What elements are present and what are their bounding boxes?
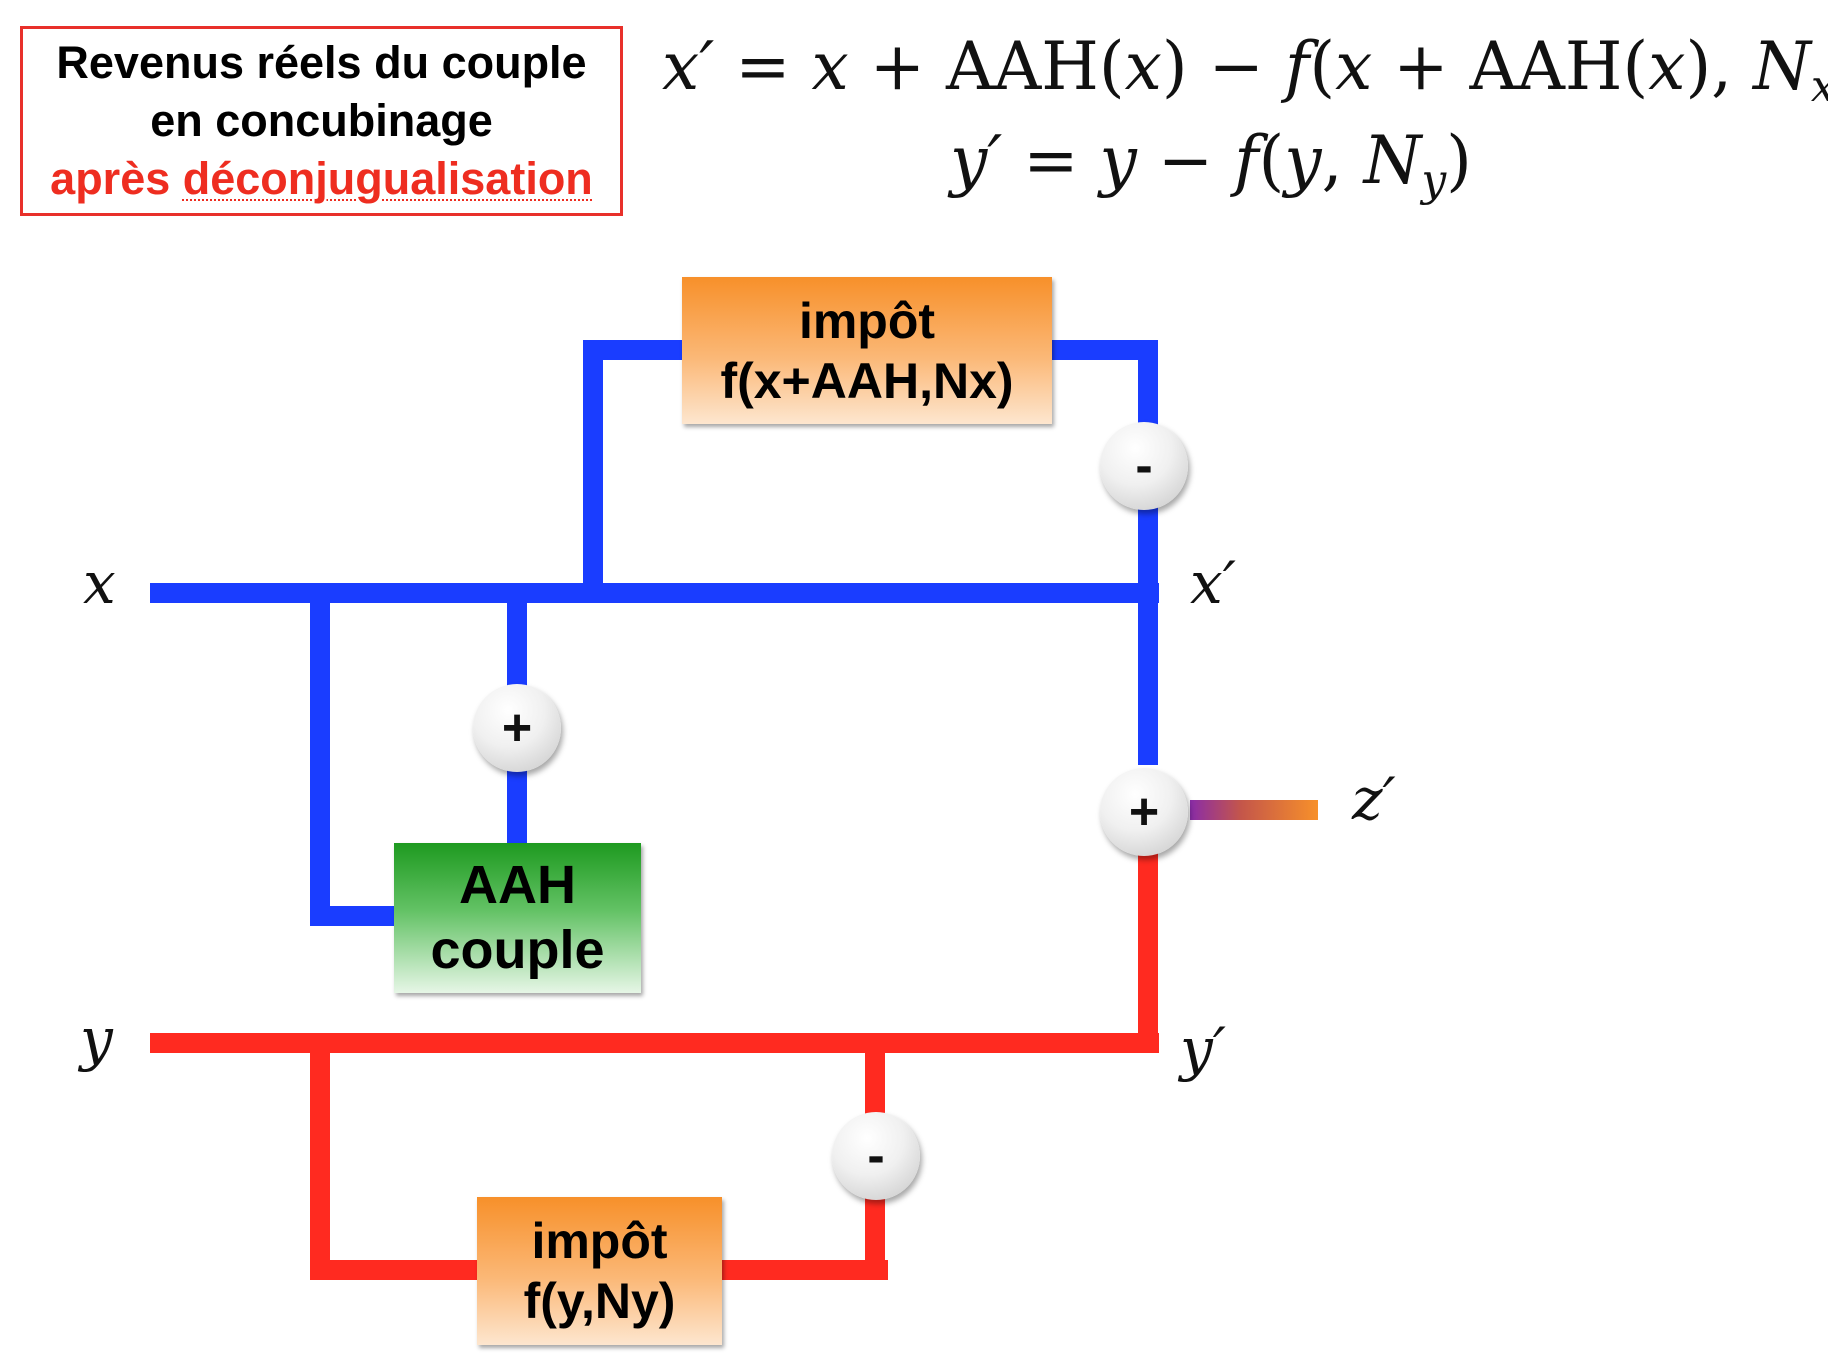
x-right-vertical-wire <box>1138 340 1158 765</box>
y-impot-down-wire <box>310 1043 330 1280</box>
y-prime-label: y′ <box>1180 1015 1226 1083</box>
formula-op: + AAH( <box>1372 28 1649 105</box>
x-main-wire <box>150 583 1159 603</box>
x-aah-in-wire <box>310 906 400 926</box>
title-line-1: Revenus réels du couple <box>56 37 587 88</box>
formula-subscript: x <box>1811 61 1828 112</box>
formula-eq: = <box>714 28 812 105</box>
impot-x-formula: f(x+AAH,Nx) <box>720 352 1014 409</box>
y-label: y <box>80 1005 113 1073</box>
formula-var: x <box>811 28 849 105</box>
formula-var: N <box>1363 122 1422 199</box>
x-impot-in-wire <box>583 340 693 360</box>
formula-var: x <box>1124 28 1162 105</box>
formula-var: y <box>1284 122 1322 199</box>
aah-subtitle: couple <box>430 920 605 980</box>
z-prime-label: z′ <box>1352 765 1396 833</box>
plus-z-node: + <box>1100 768 1188 856</box>
formula-var: x <box>1648 28 1686 105</box>
formula-y-prime-lhs: y′ <box>950 122 1003 199</box>
formula-eq: = <box>1002 122 1100 199</box>
impot-x-title: impôt <box>798 292 936 349</box>
formula-var: N <box>1753 28 1811 105</box>
y-impot-in-wire <box>310 1260 490 1280</box>
formula-paren: ( <box>1309 28 1336 105</box>
impot-y-formula: f(y,Ny) <box>523 1273 676 1329</box>
title-line-3-word: déconjugualisation <box>182 153 593 204</box>
x-prime-label: x′ <box>1190 549 1236 617</box>
formula-x-prime: x′ = x + AAH(x) − f(x + AAH(x), Nx) <box>662 34 1828 109</box>
formula-subscript: y <box>1421 155 1447 206</box>
plus-aah-node: + <box>473 684 561 772</box>
formula-op: , <box>1321 122 1364 199</box>
formula-paren: ( <box>1258 122 1285 199</box>
impot-y-title: impôt <box>531 1213 668 1269</box>
title-line-3-prefix: après <box>50 153 183 204</box>
minus-x-node: - <box>1100 422 1188 510</box>
aah-couple-block: AAH couple <box>394 843 641 993</box>
title-box: Revenus réels du couple en concubinage a… <box>20 26 623 216</box>
formula-op: ) − <box>1161 28 1285 105</box>
title-line-3: après déconjugualisation <box>50 150 593 208</box>
minus-y-node: - <box>832 1112 920 1200</box>
x-aah-down-wire <box>310 593 330 926</box>
x-impot-up-wire <box>583 340 603 593</box>
formula-func: f <box>1284 28 1310 105</box>
impot-x-block: impôt f(x+AAH,Nx) <box>682 277 1052 424</box>
x-label: x <box>83 549 116 617</box>
y-main-wire <box>150 1033 1159 1053</box>
z-output-wire <box>1190 800 1318 820</box>
formula-paren: ) <box>1446 122 1472 199</box>
formula-y-prime: y′ = y − f(y, Ny) <box>950 128 1472 203</box>
y-impot-out-wire <box>720 1260 888 1280</box>
formula-var: x <box>1335 28 1373 105</box>
formula-x-prime-lhs: x′ <box>662 28 715 105</box>
formula-var: y <box>1099 122 1137 199</box>
aah-title: AAH <box>459 855 576 916</box>
y-right-vertical-wire <box>1138 808 1158 1053</box>
formula-op: − <box>1136 122 1235 199</box>
formula-func: f <box>1234 122 1259 199</box>
impot-y-block: impôt f(y,Ny) <box>477 1197 722 1345</box>
formula-op: + AAH( <box>848 28 1125 105</box>
title-line-2: en concubinage <box>150 95 493 146</box>
x-impot-out-wire <box>1050 340 1158 360</box>
formula-paren: ), <box>1685 28 1754 105</box>
